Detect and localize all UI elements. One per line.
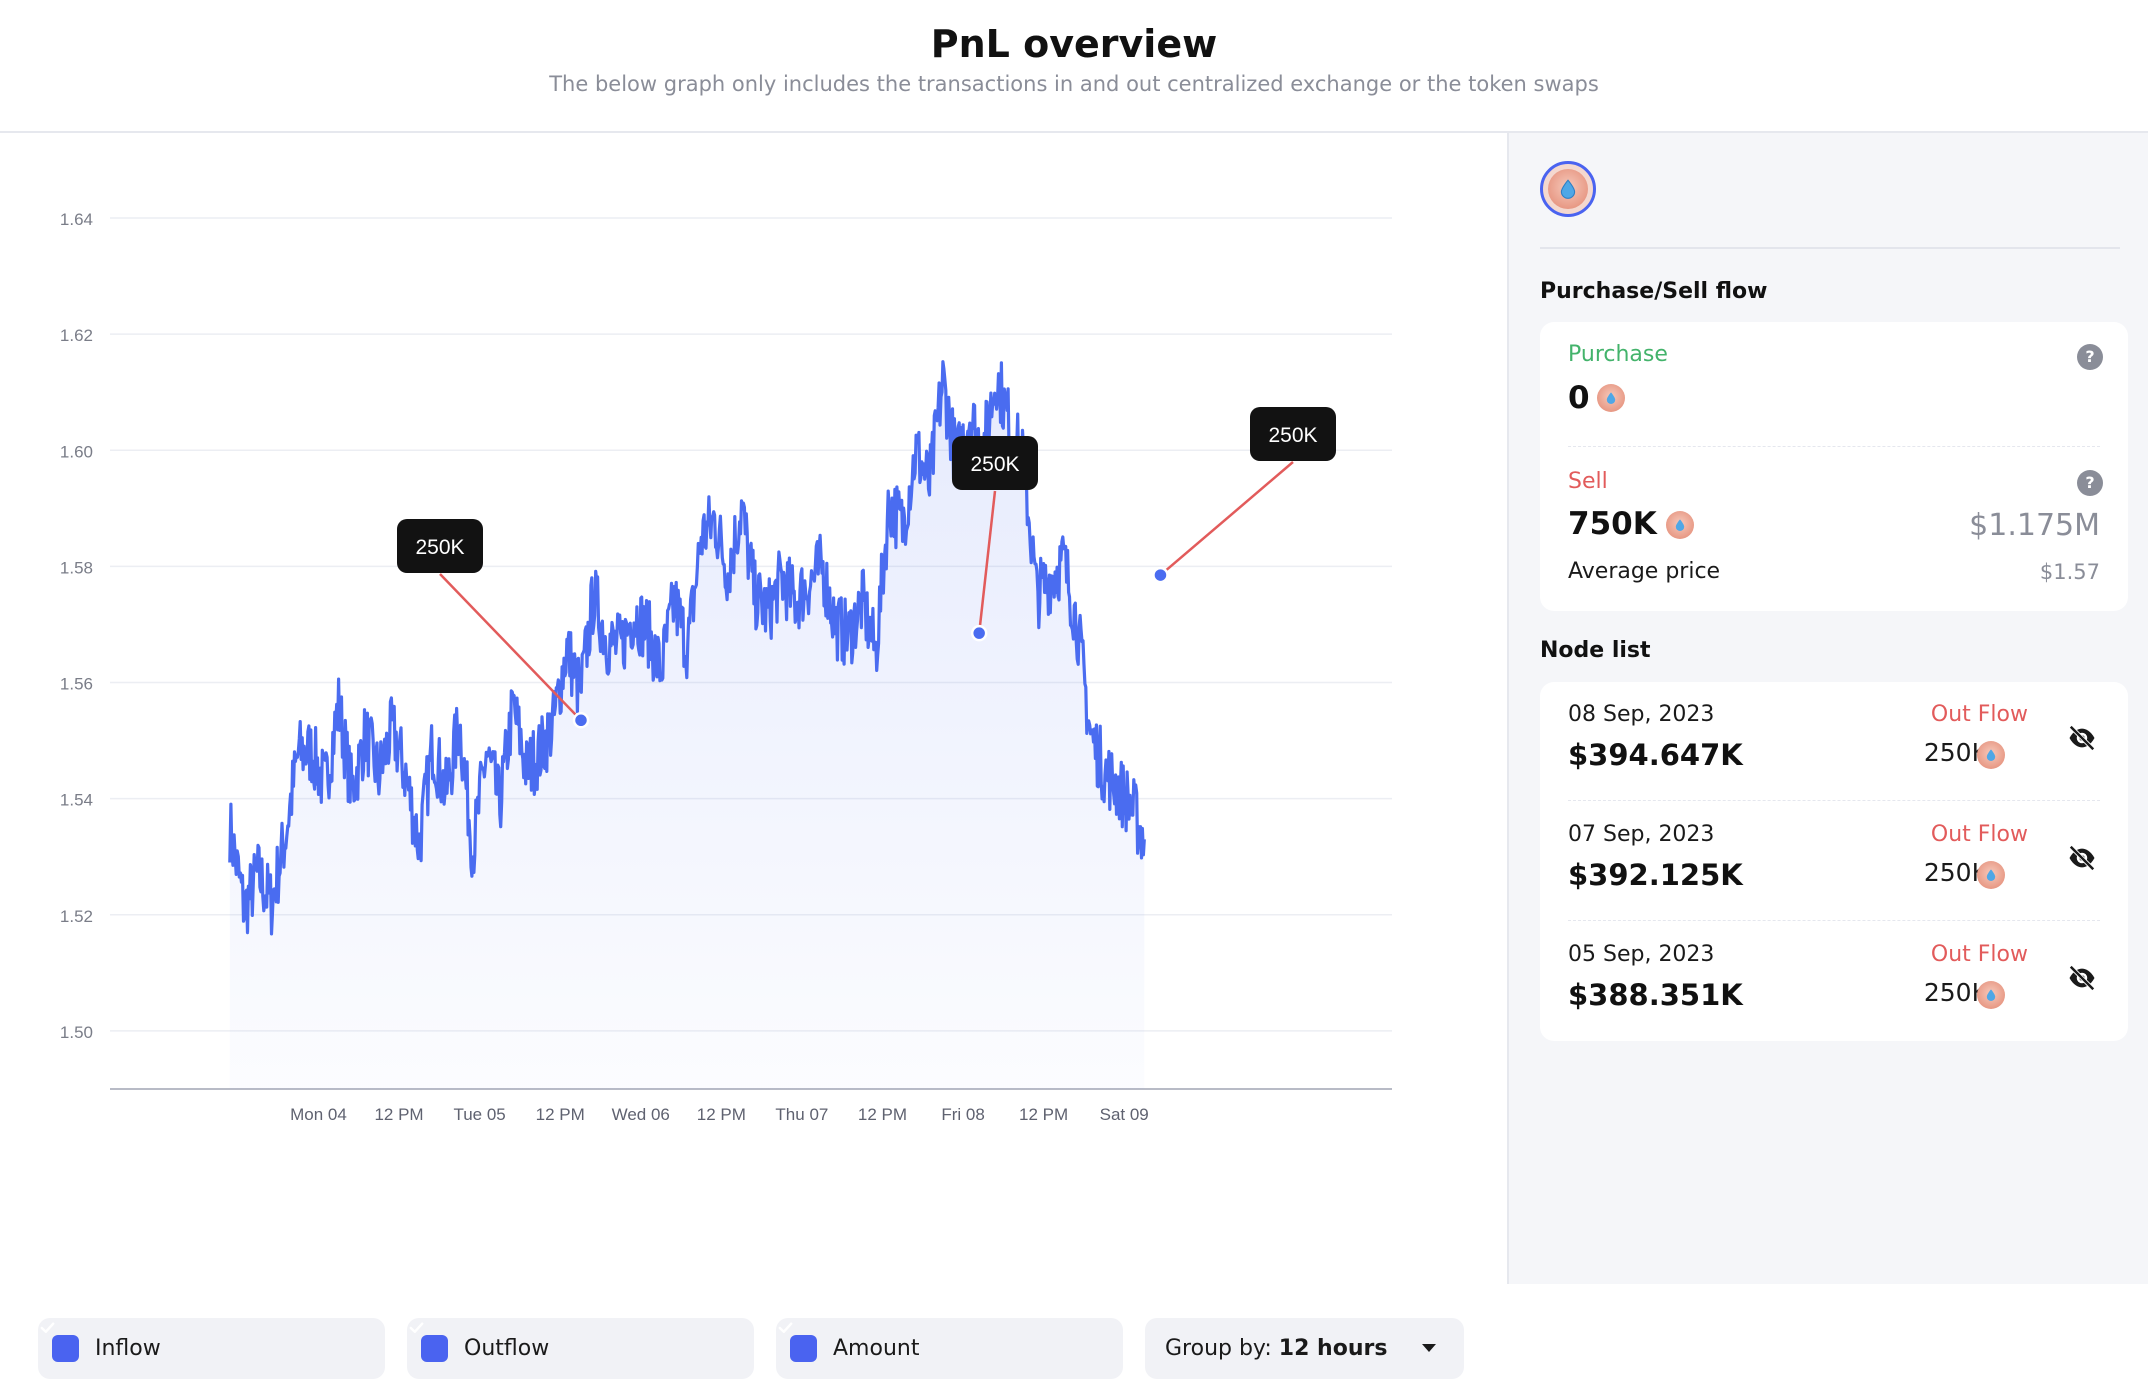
x-tick-label: 12 PM (858, 1105, 907, 1124)
x-tick-label: 12 PM (374, 1105, 423, 1124)
token-avatar[interactable] (1540, 161, 1596, 217)
help-icon[interactable]: ? (2077, 470, 2103, 496)
divider (1540, 247, 2120, 249)
annotation-point (1152, 566, 1169, 584)
outflow-checkbox[interactable] (409, 1322, 448, 1362)
purchase-sell-card: Purchase ? 0 Sell ? 750K $1.175M Average… (1540, 322, 2128, 611)
y-tick-label: 1.60 (60, 442, 93, 461)
token-icon (1977, 981, 2005, 1009)
inflow-toggle[interactable]: Inflow (38, 1318, 385, 1379)
x-tick-label: 12 PM (536, 1105, 585, 1124)
x-tick-label: Sat 09 (1100, 1105, 1149, 1124)
y-tick-label: 1.52 (60, 907, 93, 926)
x-tick-label: Fri 08 (941, 1105, 984, 1124)
page-title: PnL overview (930, 22, 1218, 66)
x-tick-label: Thu 07 (775, 1105, 828, 1124)
sell-label: Sell (1568, 469, 1608, 494)
price-chart[interactable]: 1.64 1.62 1.60 1.58 1.56 1.54 1.52 1.50 Mon 04 12… (0, 133, 1507, 1284)
group-by-label: Group by: 12 hours (1165, 1336, 1388, 1361)
node-flow: Out Flow (1930, 942, 2028, 967)
token-icon (1977, 861, 2005, 889)
node-flow: Out Flow (1930, 822, 2028, 847)
y-tick-label: 1.56 (60, 675, 93, 694)
node-date: 08 Sep, 2023 (1568, 702, 1715, 727)
header: PnL overview The below graph only includ… (0, 0, 2148, 133)
outflow-toggle[interactable]: Outflow (407, 1318, 754, 1379)
y-tick-label: 1.64 (60, 210, 93, 229)
chart-area: 1.64 1.62 1.60 1.58 1.56 1.54 1.52 1.50 Mon 04 12… (0, 133, 1507, 1379)
node-flow: Out Flow (1930, 702, 2028, 727)
y-tick-label: 1.58 (60, 558, 93, 577)
node-date: 07 Sep, 2023 (1568, 822, 1715, 847)
token-icon (1597, 384, 1625, 412)
y-tick-label: 1.50 (60, 1023, 93, 1042)
sell-value: 750K (1568, 506, 1657, 542)
purchase-value: 0 (1568, 380, 1590, 416)
eye-off-icon[interactable] (2067, 843, 2097, 873)
amount-toggle[interactable]: Amount (776, 1318, 1123, 1379)
group-by-select[interactable]: Group by: 12 hours (1145, 1318, 1464, 1379)
x-tick-label: 12 PM (1019, 1105, 1068, 1124)
amount-label: Amount (833, 1336, 920, 1361)
help-icon[interactable]: ? (2077, 344, 2103, 370)
page-subtitle: The below graph only includes the transa… (549, 72, 1599, 96)
annotation-point (970, 624, 988, 642)
annotation-box (397, 519, 483, 573)
node-list-title: Node list (1540, 638, 1651, 663)
annotation-box (1250, 407, 1336, 461)
purchase-sell-title: Purchase/Sell flow (1540, 279, 1768, 304)
annotation-connector (439, 573, 582, 722)
node-date: 05 Sep, 2023 (1568, 942, 1715, 967)
eye-off-icon[interactable] (2067, 723, 2097, 753)
drop-icon (1560, 179, 1576, 199)
eye-off-icon[interactable] (2067, 963, 2097, 993)
average-price-label: Average price (1568, 559, 1721, 584)
inflow-checkbox[interactable] (40, 1322, 79, 1362)
average-price-value: $1.57 (2039, 560, 2100, 584)
annotation-box (952, 436, 1038, 490)
divider (1568, 446, 2100, 447)
amount-checkbox[interactable] (778, 1322, 817, 1362)
outflow-label: Outflow (464, 1336, 550, 1361)
divider (1568, 800, 2100, 801)
annotation-connector (977, 490, 997, 634)
chevron-down-icon (1422, 1344, 1436, 1352)
annotation-label: 250K (970, 453, 1019, 476)
annotation-label: 250K (1268, 424, 1317, 447)
x-tick-label: Wed 06 (612, 1105, 670, 1124)
divider (1568, 920, 2100, 921)
series-area (229, 361, 1145, 1089)
token-icon (1977, 741, 2005, 769)
x-tick-label: 12 PM (697, 1105, 746, 1124)
sell-usd-value: $1.175M (1969, 508, 2100, 543)
annotation-connector (1159, 461, 1294, 577)
y-tick-label: 1.54 (60, 791, 93, 810)
y-tick-label: 1.62 (60, 326, 93, 345)
token-icon (1666, 511, 1694, 539)
annotation-point (572, 712, 590, 729)
sidebar: Purchase/Sell flow Purchase ? 0 Sell ? 7… (1507, 133, 2148, 1284)
node-amount: $388.351K (1568, 978, 1743, 1012)
purchase-label: Purchase (1568, 342, 1668, 367)
node-list-card: 08 Sep, 2023 $394.647K Out Flow 250K 07 … (1540, 682, 2128, 1041)
x-tick-label: Tue 05 (453, 1105, 505, 1124)
node-amount: $392.125K (1568, 858, 1743, 892)
series-line (228, 360, 1146, 936)
node-amount: $394.647K (1568, 738, 1743, 772)
inflow-label: Inflow (95, 1336, 161, 1361)
x-tick-label: Mon 04 (290, 1105, 347, 1124)
annotation-label: 250K (415, 536, 464, 559)
